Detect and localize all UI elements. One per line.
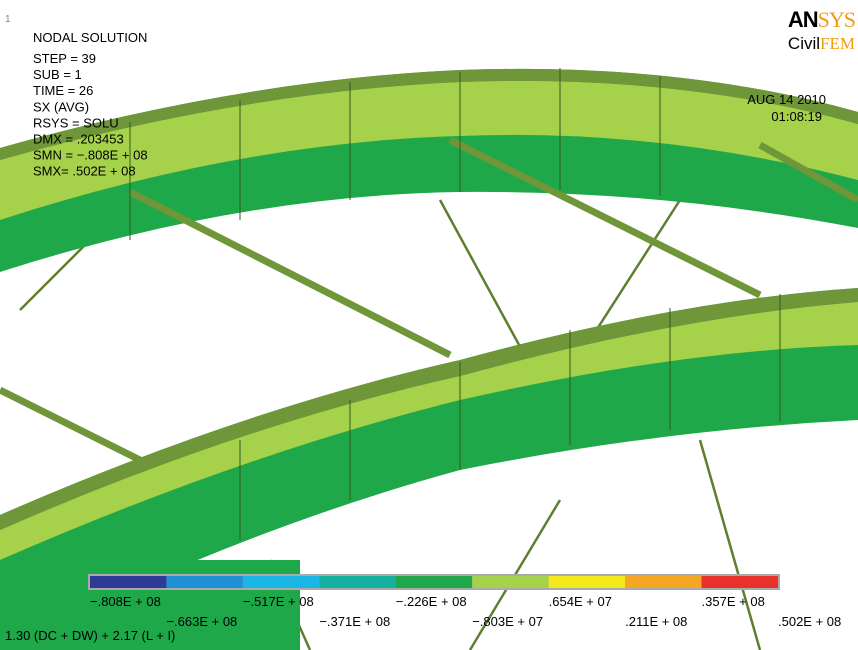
legend-label: −.808E + 08 — [90, 594, 161, 609]
info-line: SX (AVG) — [33, 99, 89, 114]
screenshot: 1 NODAL SOLUTION STEP = 39SUB = 1TIME = … — [0, 0, 858, 650]
legend-swatch — [90, 576, 166, 588]
info-line: TIME = 26 — [33, 83, 93, 98]
legend-label: .211E + 08 — [625, 614, 687, 629]
legend-swatch — [319, 576, 395, 588]
info-line: SMN = −.808E + 08 — [33, 148, 148, 163]
legend-label: −.371E + 08 — [319, 614, 390, 629]
info-line: RSYS = SOLU — [33, 115, 119, 130]
date: AUG 14 2010 — [747, 92, 826, 107]
legend-label: −.226E + 08 — [396, 594, 467, 609]
ansys-logo: ANSYS — [788, 7, 855, 32]
legend-swatch — [396, 576, 472, 588]
info-line: SMX= .502E + 08 — [33, 164, 136, 179]
info-line: DMX = .203453 — [33, 132, 124, 147]
legend-swatch — [472, 576, 548, 588]
legend-label: .502E + 08 — [778, 614, 841, 629]
legend-swatch — [625, 576, 701, 588]
legend-swatch — [243, 576, 319, 588]
legend-label: .654E + 07 — [549, 594, 612, 609]
load-case: 1.30 (DC + DW) + 2.17 (L + I) — [5, 628, 175, 643]
info-line: SUB = 1 — [33, 67, 82, 82]
legend-label: .357E + 08 — [702, 594, 765, 609]
window-number: 1 — [5, 14, 11, 25]
plot-title: NODAL SOLUTION — [33, 30, 147, 45]
legend-label: −.663E + 08 — [166, 614, 237, 629]
legend-swatch — [549, 576, 625, 588]
legend-label: −.517E + 08 — [243, 594, 314, 609]
civilfem-logo: CivilFEM — [788, 34, 855, 53]
time: 01:08:19 — [771, 109, 822, 124]
legend-label: −.803E + 07 — [472, 614, 543, 629]
info-line: STEP = 39 — [33, 51, 96, 66]
legend-swatch — [702, 576, 778, 588]
legend-swatch — [166, 576, 242, 588]
